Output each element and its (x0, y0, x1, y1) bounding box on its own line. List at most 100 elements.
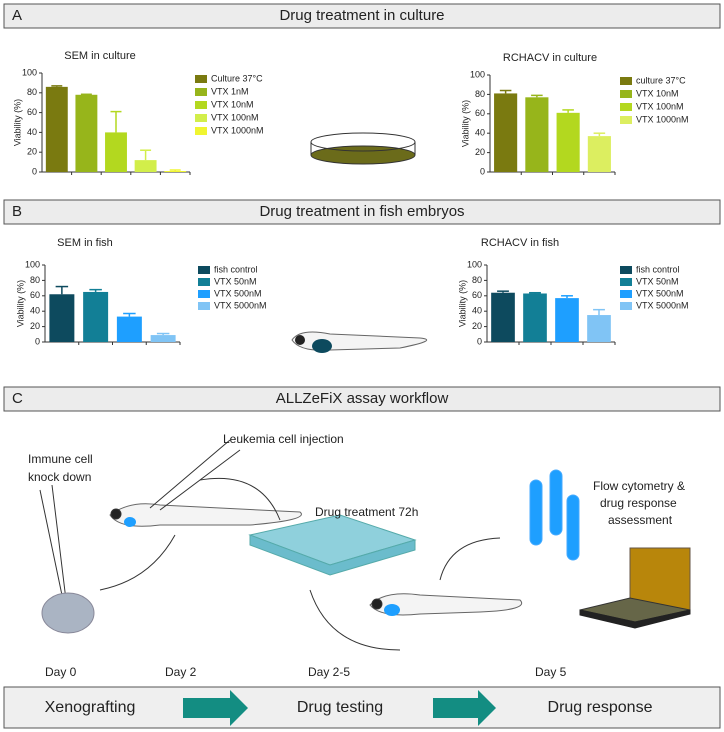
legend-swatch (198, 266, 210, 274)
y-tick-label: 80 (475, 89, 485, 99)
y-tick-label: 80 (472, 275, 482, 285)
y-tick-label: 20 (30, 321, 40, 331)
legend-label: VTX 100nM (636, 101, 684, 111)
legend-swatch (620, 278, 632, 286)
y-tick-label: 60 (30, 290, 40, 300)
chart-title: RCHACV in fish (481, 237, 559, 249)
y-tick-label: 80 (30, 275, 40, 285)
step-label: Leukemia cell injection (223, 432, 344, 446)
panel-letter: A (12, 7, 22, 24)
legend-swatch (195, 101, 207, 109)
legend-swatch (198, 302, 210, 310)
legend-swatch (198, 290, 210, 298)
panel-letter: B (12, 203, 22, 220)
y-tick-label: 20 (27, 147, 37, 157)
petri-dish (310, 132, 416, 165)
legend-label: VTX 10nM (211, 99, 254, 109)
chart-title: SEM in culture (64, 50, 136, 62)
y-tick-label: 40 (475, 128, 485, 138)
bar (164, 171, 187, 172)
legend-label: VTX 500nM (636, 288, 684, 298)
legend-label: VTX 50nM (214, 276, 257, 286)
step-label: Immune cell (28, 452, 93, 466)
legend-swatch (620, 116, 632, 124)
step-label: Drug treatment 72h (315, 505, 418, 519)
y-tick-label: 60 (27, 107, 37, 117)
y-axis-label: Viability (%) (12, 99, 22, 146)
step-label: drug response (600, 496, 677, 510)
legend-swatch (620, 77, 632, 85)
y-tick-label: 40 (30, 306, 40, 316)
phase-arrow (433, 690, 496, 726)
legend-swatch (195, 127, 207, 135)
legend-swatch (195, 88, 207, 96)
y-axis-label: Viability (%) (457, 280, 467, 327)
phase-arrow (183, 690, 248, 726)
bar (105, 132, 127, 172)
y-tick-label: 40 (27, 127, 37, 137)
panel-header (3, 199, 721, 225)
day-label: Day 5 (535, 665, 567, 679)
phase-label: Drug testing (297, 699, 383, 716)
legend-swatch (195, 75, 207, 83)
legend-swatch (620, 90, 632, 98)
legend-label: fish control (636, 264, 680, 274)
legend-label: VTX 1nM (211, 86, 249, 96)
bar (587, 136, 611, 172)
day-label: Day 2-5 (308, 665, 350, 679)
fish-embryo (291, 331, 428, 353)
y-tick-label: 60 (475, 108, 485, 118)
bar (494, 93, 518, 172)
legend-label: Culture 37°C (211, 73, 263, 83)
legend-swatch (620, 266, 632, 274)
bar (49, 294, 75, 342)
legend-label: VTX 10nM (636, 88, 679, 98)
bar (75, 94, 98, 172)
legend-label: VTX 50nM (636, 276, 679, 286)
y-tick-label: 100 (25, 259, 40, 269)
panel-title: Drug treatment in fish embryos (259, 203, 464, 220)
y-tick-label: 60 (472, 290, 482, 300)
chart-title: RCHACV in culture (503, 52, 597, 64)
chart-title: SEM in fish (57, 237, 113, 249)
legend-label: VTX 1000nM (636, 114, 689, 124)
legend-swatch (195, 114, 207, 122)
day-label: Day 0 (45, 665, 77, 679)
step-label: assessment (608, 513, 673, 527)
bar (150, 335, 176, 342)
step-label: knock down (28, 470, 91, 484)
panel-title: Drug treatment in culture (279, 7, 444, 24)
step-label: Flow cytometry & (593, 479, 685, 493)
y-axis-label: Viability (%) (15, 280, 25, 327)
legend-label: VTX 5000nM (214, 300, 267, 310)
y-tick-label: 40 (472, 306, 482, 316)
bar (45, 86, 68, 172)
bar (491, 292, 515, 342)
panel-header (3, 386, 721, 412)
legend-label: VTX 5000nM (636, 300, 689, 310)
legend-swatch (198, 278, 210, 286)
phase-label: Drug response (548, 699, 653, 716)
workflow-illustration (39, 439, 691, 651)
bar (555, 298, 579, 342)
panel-letter: C (12, 390, 23, 407)
y-tick-label: 100 (467, 259, 482, 269)
legend-label: VTX 1000nM (211, 125, 264, 135)
y-tick-label: 100 (470, 69, 485, 79)
y-tick-label: 0 (35, 336, 40, 346)
bar (525, 97, 549, 172)
day-label: Day 2 (165, 665, 197, 679)
legend-label: fish control (214, 264, 258, 274)
phase-label: Xenografting (45, 699, 136, 716)
panel-title: ALLZeFiX assay workflow (276, 390, 449, 407)
y-tick-label: 100 (22, 67, 37, 77)
bar (556, 112, 580, 172)
legend-swatch (620, 302, 632, 310)
bar (523, 293, 547, 342)
y-tick-label: 0 (480, 166, 485, 176)
y-axis-label: Viability (%) (460, 100, 470, 147)
panel-header (3, 3, 721, 29)
y-tick-label: 0 (477, 336, 482, 346)
bar (134, 160, 157, 172)
